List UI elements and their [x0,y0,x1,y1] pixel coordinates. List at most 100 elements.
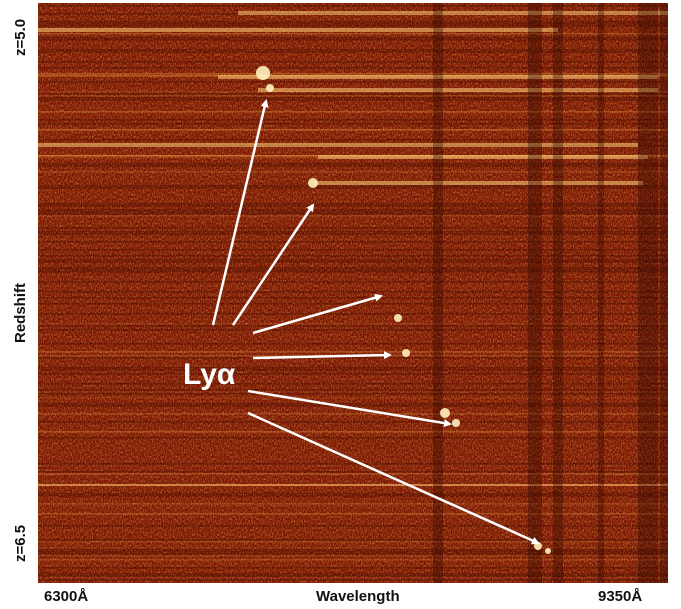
spectrum-row [38,269,668,271]
spectrum-row [38,163,668,165]
lya-label: Lyα [183,358,236,391]
noise-texture [38,3,668,583]
lya-arrow [252,293,383,335]
spectrum-row [38,431,668,433]
spectrum-row [38,215,668,217]
spectrum-row [38,187,668,189]
continuum-row [38,28,558,32]
y-axis-title: Redshift [12,283,29,343]
spectrum-row [38,93,668,95]
spectrum-row [38,553,668,555]
spectrum-row [38,281,668,283]
emission-spot [256,66,270,80]
spectrum-row [38,21,668,23]
x-axis-title: Wavelength [316,588,400,605]
spectrum-row [38,373,668,375]
spectrum-row [38,513,668,515]
spectrum-row [38,259,668,261]
sky-line-column [660,3,668,583]
spectrum-row [38,211,668,213]
spectrum-row [38,555,668,557]
continuum-row [313,181,643,185]
y-bottom-label: z=6.5 [12,524,29,562]
continuum-row [238,11,668,15]
spectrum-row [38,165,668,167]
spectrum-row [38,33,668,35]
spectrum-row [38,271,668,273]
spectrum-row [38,529,668,531]
spectrum-row [38,231,668,233]
spectrum-row [38,413,668,415]
emission-spot [394,314,402,322]
emission-spot [545,548,551,554]
spectrum-row [38,393,668,395]
spectrum-row [38,239,668,241]
lya-arrow [252,351,392,360]
spectrum-row [38,493,668,495]
spectrum-row [38,203,668,205]
spectrum-row [38,25,668,27]
sky-line-columns [433,3,668,583]
lya-arrow [231,203,315,326]
spectrum-row [38,241,668,243]
continuum-row [38,143,638,147]
spectrum-row [38,343,668,345]
spectrum-row [38,357,668,359]
spectrum-row [38,37,668,39]
spectrum-row [38,549,668,551]
spectrum-row [38,539,668,541]
spectrum-row [38,471,668,473]
spectrum-row [38,61,668,63]
spectrum-row [38,383,668,385]
spectrum-row [38,205,668,207]
spectrum-row [38,209,668,211]
spectrum-row [38,495,668,497]
spectrum-row [38,351,668,353]
spectrum-row [38,249,668,251]
spectrum-row [38,503,668,505]
lya-arrow [247,411,540,545]
spectrum-row [38,139,668,141]
spectrum-row [38,51,668,53]
spectrum-row [38,291,668,293]
x-left-label: 6300Å [44,588,89,605]
spectrum-row [38,325,668,327]
spectra-image [38,3,668,583]
spectrum-row [38,73,668,75]
spectrum-row [38,579,668,581]
lya-arrows [211,99,540,545]
spectrum-row [38,233,668,235]
spectrum-row [38,505,668,507]
spectrum-row [38,369,668,371]
sky-line-column [553,3,563,583]
spectrum-row [38,463,668,465]
lya-arrow [211,99,269,326]
spectrum-row [38,367,668,369]
spectrum-row [38,547,668,549]
sky-line-column [433,3,443,583]
spectrum-row [38,565,668,567]
spectrum-row [38,465,668,467]
spectrum-row [38,5,668,7]
spectrum-row [38,577,668,579]
spectrum-row [38,67,668,69]
spectrum-row [38,213,668,215]
continuum-row [218,75,658,79]
sky-line-column [528,3,542,583]
spectrum-row [38,285,668,287]
spectrum-row [38,97,668,99]
emission-spot [534,542,542,550]
emission-spot [402,349,410,357]
spectrum-row [38,261,668,263]
spectrum-row [38,129,668,131]
sky-line-column [598,3,604,583]
y-top-label: z=5.0 [12,18,29,56]
continuum-row [258,88,658,92]
spectrum-row [38,391,668,393]
spectrum-row [38,329,668,331]
spectrum-row [38,323,668,325]
emission-spot [452,419,460,427]
spectrum-row [38,567,668,569]
spectrum-row [38,267,668,269]
